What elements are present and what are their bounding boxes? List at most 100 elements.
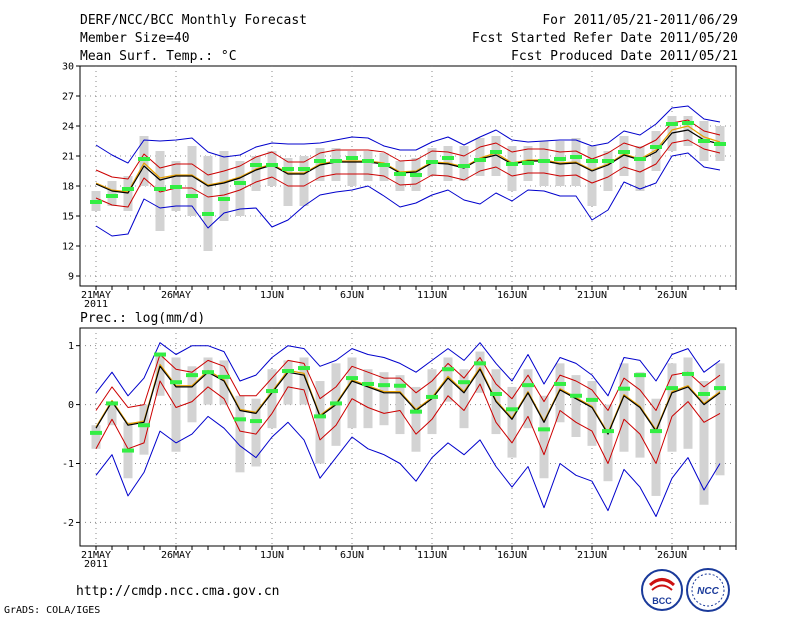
y-tick-label: 18: [62, 182, 74, 193]
ensemble-box: [411, 386, 421, 452]
observed-marker: [394, 172, 406, 176]
observed-marker: [682, 121, 694, 125]
ensemble-box: [299, 357, 309, 405]
panel-frame: [79, 65, 737, 287]
y-tick-label: 27: [62, 92, 74, 103]
panel-frame: [79, 327, 737, 547]
y-tick-label: 24: [62, 122, 74, 133]
x-tick-label: 26JUN: [657, 550, 687, 561]
observed-marker: [378, 383, 390, 388]
x-year-label: 2011: [84, 299, 108, 310]
observed-marker: [266, 389, 278, 394]
ensemble-box: [155, 354, 165, 396]
ensemble-box: [459, 369, 469, 429]
ensemble-box: [251, 398, 261, 467]
median-line: [95, 125, 721, 193]
ensemble-box: [107, 404, 117, 426]
observed-marker: [346, 156, 358, 160]
observed-marker: [330, 159, 342, 163]
ensemble-box: [283, 158, 293, 206]
observed-marker: [554, 381, 566, 386]
observed-marker: [618, 150, 630, 154]
forecast-range-label: For 2011/05/21-2011/06/29: [542, 13, 738, 28]
observed-marker: [362, 159, 374, 163]
x-year-label: 2011: [84, 559, 108, 570]
ensemble-box: [427, 369, 437, 435]
ensemble-box: [203, 156, 213, 251]
y-tick-label: 21: [62, 152, 74, 163]
observed-marker: [602, 429, 614, 434]
ncc-logo-text: NCC: [697, 586, 719, 597]
ensemble-mean-line: [95, 129, 721, 194]
observed-marker: [218, 374, 230, 379]
ensemble-box: [347, 151, 357, 186]
ensemble-box: [475, 138, 485, 176]
ensemble-box: [267, 151, 277, 186]
observed-marker: [186, 194, 198, 198]
ensemble-box: [571, 375, 581, 437]
ensemble-box: [683, 116, 693, 146]
x-tick-label: 21JUN: [577, 290, 607, 301]
observed-marker: [538, 159, 550, 163]
y-tick-label: 1: [68, 341, 74, 352]
observed-marker: [666, 122, 678, 126]
agency-logos: BCC NCC: [641, 568, 730, 612]
y-tick-label: -1: [62, 459, 74, 470]
ensemble-box: [219, 151, 229, 221]
observed-marker: [410, 173, 422, 177]
ensemble-box: [459, 146, 469, 181]
observed-marker: [154, 352, 166, 357]
ensemble-box: [699, 381, 709, 505]
observed-marker: [474, 158, 486, 162]
observed-marker: [586, 159, 598, 163]
ensemble-box: [635, 146, 645, 191]
ensemble-box: [91, 425, 101, 449]
ensemble-box: [475, 351, 485, 393]
x-tick-label: 26MAY: [161, 290, 191, 301]
lower-extreme-line: [95, 415, 721, 517]
ensemble-box: [683, 357, 693, 449]
observed-marker: [138, 423, 150, 428]
observed-marker: [634, 157, 646, 161]
observed-marker: [202, 370, 214, 375]
ensemble-box: [715, 363, 725, 476]
ensemble-box: [187, 146, 197, 216]
observed-marker: [154, 187, 166, 191]
upper-extreme-line: [95, 342, 721, 397]
upper-extreme-line: [95, 105, 721, 164]
ensemble-box: [139, 404, 149, 455]
bcc-logo: BCC: [641, 569, 683, 611]
observed-marker: [378, 163, 390, 167]
start-date-label: Fcst Started Refer Date 2011/05/20: [471, 31, 738, 46]
lower-spread-line: [95, 139, 721, 208]
ensemble-box: [507, 146, 517, 191]
x-tick-label: 21JUN: [577, 550, 607, 561]
x-tick-label: 16JUN: [497, 550, 527, 561]
observed-marker: [698, 391, 710, 396]
observed-marker: [170, 185, 182, 189]
observed-marker: [202, 212, 214, 216]
observed-marker: [266, 163, 278, 167]
ensemble-box: [443, 357, 453, 402]
observed-marker: [362, 381, 374, 386]
observed-marker: [282, 167, 294, 171]
ensemble-box: [587, 381, 597, 446]
observed-marker: [250, 163, 262, 167]
x-tick-label: 21MAY: [81, 550, 111, 561]
x-tick-label: 6JUN: [340, 290, 364, 301]
ensemble-box: [235, 161, 245, 216]
bottom-variable-label: Prec.: log(mm/d): [80, 311, 206, 326]
observed-marker: [458, 164, 470, 168]
ensemble-box: [315, 381, 325, 464]
x-tick-label: 1JUN: [260, 550, 284, 561]
observed-marker: [650, 429, 662, 434]
observed-marker: [474, 361, 486, 366]
observed-marker: [634, 373, 646, 378]
upper-spread-line: [95, 354, 721, 411]
observed-marker: [122, 448, 134, 453]
footer-credit: GrADS: COLA/IGES: [4, 605, 101, 616]
x-tick-label: 21MAY: [81, 290, 111, 301]
ensemble-box: [539, 395, 549, 479]
x-tick-label: 11JUN: [417, 550, 447, 561]
